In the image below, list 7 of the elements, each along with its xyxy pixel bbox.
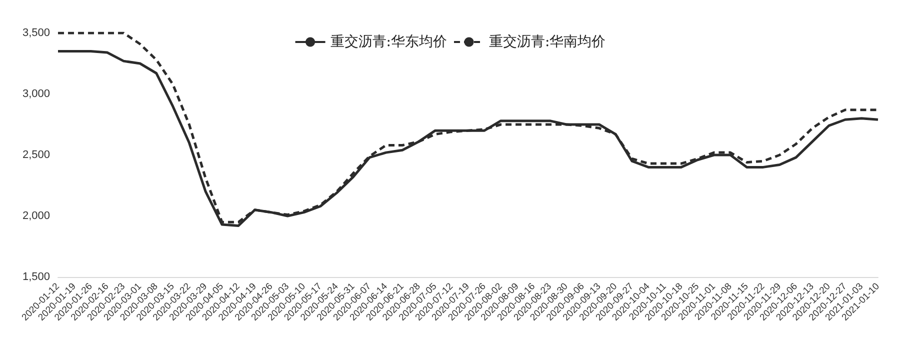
y-tick-label: 3,000 [22, 88, 50, 100]
y-tick-label: 1,500 [22, 271, 50, 283]
y-tick-label: 2,500 [22, 149, 50, 161]
y-tick-label: 2,000 [22, 210, 50, 222]
legend-label: 重交沥青:华东均价 [330, 34, 447, 50]
y-tick-label: 3,500 [22, 27, 50, 39]
legend-label: 重交沥青:华南均价 [489, 34, 606, 50]
